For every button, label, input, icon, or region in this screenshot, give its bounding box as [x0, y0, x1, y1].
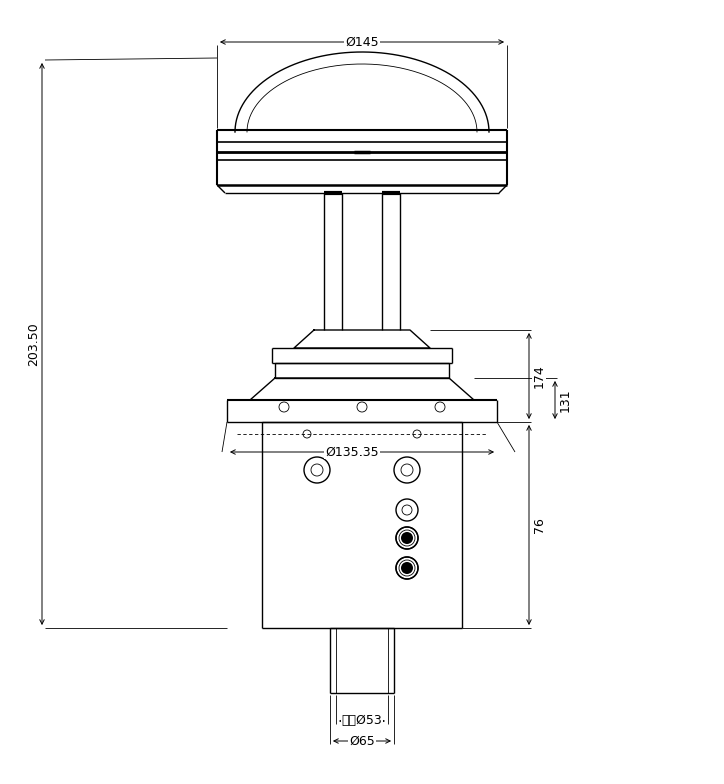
Text: Ø135: Ø135 — [345, 445, 379, 459]
Text: Ø145: Ø145 — [345, 35, 379, 49]
Text: 174: 174 — [532, 364, 545, 388]
Text: 76: 76 — [532, 517, 545, 533]
Text: Ø65: Ø65 — [349, 735, 375, 747]
Circle shape — [401, 532, 413, 544]
Text: Ø135: Ø135 — [325, 445, 359, 459]
Text: 131: 131 — [558, 388, 571, 412]
Text: 内径Ø53: 内径Ø53 — [342, 714, 382, 728]
Circle shape — [401, 562, 413, 574]
Text: 203.50: 203.50 — [28, 322, 41, 366]
